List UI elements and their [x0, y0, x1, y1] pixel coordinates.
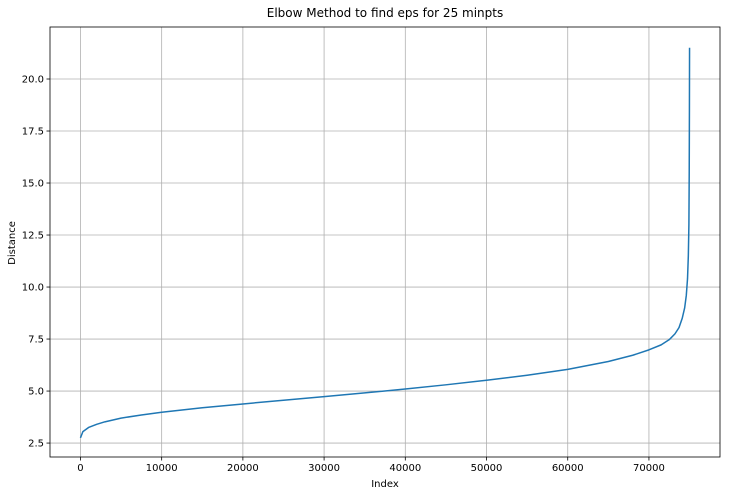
y-tick-label: 5.0 [28, 387, 44, 398]
x-tick-label: 70000 [633, 463, 665, 474]
y-tick-label: 7.5 [28, 335, 44, 346]
grid [50, 27, 720, 457]
x-tick-label: 60000 [552, 463, 584, 474]
y-tick-label: 15.0 [22, 179, 44, 190]
y-tick-label: 2.5 [28, 439, 44, 450]
x-tick-label: 10000 [146, 463, 178, 474]
x-tick-label: 50000 [471, 463, 503, 474]
x-tick-label: 40000 [389, 463, 421, 474]
y-axis-label: Distance [7, 221, 18, 265]
x-axis-ticks: 0 10000 20000 30000 40000 50000 60000 70000 [77, 457, 665, 474]
x-tick-label: 20000 [227, 463, 259, 474]
series-line [79, 47, 691, 439]
y-tick-label: 12.5 [22, 231, 44, 242]
x-axis-label: Index [371, 479, 399, 490]
plot-frame [49, 26, 721, 458]
x-tick-label: 30000 [308, 463, 340, 474]
y-axis-ticks: 2.5 5.0 7.5 10.0 12.5 15.0 17.5 20.0 [22, 75, 50, 450]
chart-title: Elbow Method to find eps for 25 minpts [267, 6, 503, 20]
y-tick-label: 17.5 [22, 127, 44, 138]
series-layer [79, 47, 691, 439]
y-tick-label: 20.0 [22, 75, 44, 86]
y-tick-label: 10.0 [22, 283, 44, 294]
x-tick-label: 0 [77, 463, 83, 474]
